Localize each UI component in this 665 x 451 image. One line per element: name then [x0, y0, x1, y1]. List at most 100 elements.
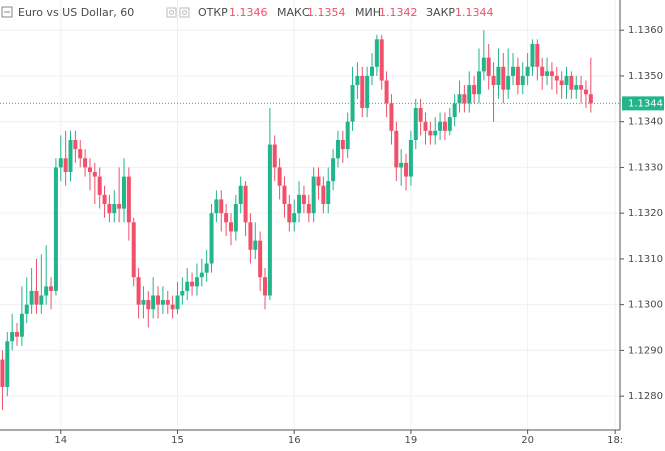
candle-body: [365, 75, 370, 108]
candle-body: [214, 199, 219, 214]
candle-body: [253, 240, 258, 250]
candle-body: [63, 158, 68, 172]
candle-body: [335, 139, 340, 159]
candle-body: [472, 85, 477, 95]
candle-body: [238, 185, 243, 205]
candle-body: [370, 66, 374, 76]
candle-body: [39, 295, 44, 305]
candle-body: [418, 107, 423, 122]
candle-body: [360, 75, 365, 108]
candle-body: [486, 57, 491, 76]
candle-body: [554, 75, 559, 81]
candle-body: [204, 263, 209, 273]
y-tick-label: 1.1280: [628, 391, 663, 402]
candle-body: [292, 213, 297, 223]
candle-body: [297, 194, 302, 214]
candle-body: [248, 222, 253, 250]
candle-body: [452, 103, 457, 118]
candle-body: [10, 332, 15, 342]
candle-body: [428, 130, 433, 136]
y-tick-label: 1.1340: [628, 117, 663, 128]
candle-body: [53, 167, 58, 291]
y-tick-label: 1.1360: [628, 25, 663, 36]
candle-body: [467, 85, 472, 104]
candle-body: [525, 66, 530, 76]
candle-body: [243, 185, 248, 223]
ohlc-value: 1.1342: [379, 6, 418, 19]
candle-body: [107, 204, 112, 214]
candle-body: [141, 300, 146, 305]
ohlc-label: МАКС: [277, 6, 310, 19]
y-tick-label: 1.1320: [628, 208, 663, 219]
candle-body: [530, 43, 535, 67]
candle-body: [263, 277, 268, 296]
candle-body: [156, 295, 161, 305]
candle-body: [0, 359, 5, 387]
candle-body: [126, 176, 131, 223]
candle-body: [442, 121, 447, 131]
ohlc-value: 1.1354: [307, 6, 346, 19]
candle-body: [569, 75, 574, 90]
last-price-label: 1.1344: [628, 98, 663, 109]
candle-body: [277, 167, 282, 186]
candle-body: [83, 158, 88, 168]
candle-body: [413, 107, 418, 140]
candle-body: [579, 85, 584, 90]
candle-body: [87, 167, 92, 172]
candle-body: [511, 66, 516, 76]
candle-body: [350, 85, 355, 122]
candle-body: [515, 66, 520, 86]
candle-body: [170, 304, 175, 310]
candle-body: [194, 277, 199, 287]
x-tick-label: 20: [521, 435, 534, 446]
candle-body: [506, 75, 511, 90]
candle-body: [5, 341, 10, 387]
candle-body: [233, 204, 238, 232]
candle-body: [545, 71, 550, 76]
candle-body: [559, 80, 564, 86]
candle-body: [180, 290, 185, 296]
candle-body: [326, 181, 331, 205]
candle-body: [122, 176, 126, 209]
candle-body: [423, 121, 428, 131]
candle-body: [15, 332, 20, 337]
candle-body: [190, 281, 195, 287]
candle-body: [481, 57, 486, 72]
header-icons[interactable]: [166, 7, 190, 18]
candle-body: [44, 286, 49, 296]
candle-body: [97, 176, 102, 195]
candle-body: [384, 80, 389, 104]
candle-body: [34, 290, 39, 305]
candle-body: [583, 89, 588, 95]
ohlc-label: ОТКР: [198, 6, 228, 19]
candle-body: [272, 144, 277, 168]
candle-body: [160, 300, 165, 305]
candle-body: [185, 281, 190, 291]
candle-body: [447, 117, 452, 131]
candle-body: [491, 75, 496, 86]
candle-body: [316, 176, 321, 186]
ohlc-value: 1.1344: [455, 6, 494, 19]
candle-body: [340, 139, 345, 150]
candle-body: [219, 199, 224, 214]
candle-body: [520, 75, 525, 86]
candle-body: [151, 295, 156, 310]
candle-body: [68, 139, 73, 172]
y-tick-label: 1.1330: [628, 162, 663, 173]
candle-body: [112, 204, 117, 214]
candle-body: [228, 222, 233, 232]
candle-body: [574, 85, 579, 90]
x-tick-label: 15: [171, 435, 184, 446]
ohlc-value: 1.1346: [229, 6, 268, 19]
candle-body: [496, 66, 501, 86]
candle-body: [165, 300, 170, 305]
y-tick-label: 1.1350: [628, 71, 663, 82]
candle-body: [379, 39, 384, 81]
candle-body: [457, 94, 462, 104]
candle-body: [588, 94, 593, 104]
ohlc-label: ЗАКР: [426, 6, 455, 19]
candle-body: [282, 185, 287, 205]
candle-body: [438, 121, 443, 131]
y-tick-label: 1.1300: [628, 300, 663, 311]
